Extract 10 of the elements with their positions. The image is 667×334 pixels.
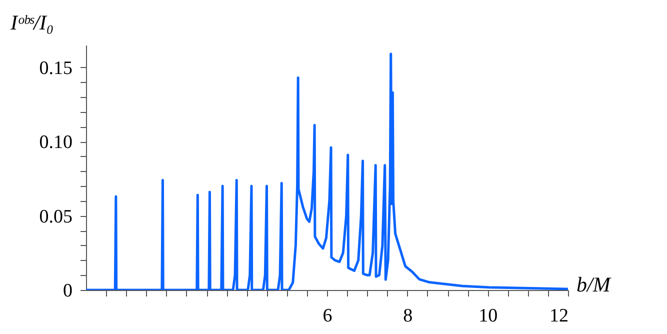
y-tick-label: 0.10 xyxy=(39,132,72,154)
y-tick-label: 0 xyxy=(63,280,72,302)
y-tick-label: 0.15 xyxy=(39,58,72,79)
x-tick-label: 8 xyxy=(403,306,413,326)
y-axis-title: Iᵒᵇˢ/I₀ xyxy=(10,10,54,34)
x-tick-label: 12 xyxy=(550,306,568,326)
y-tick-label: 0.05 xyxy=(39,206,72,228)
x-tick-label: 10 xyxy=(478,306,498,326)
x-tick-label: 6 xyxy=(322,306,332,326)
x-axis-title: b/M xyxy=(576,272,612,296)
